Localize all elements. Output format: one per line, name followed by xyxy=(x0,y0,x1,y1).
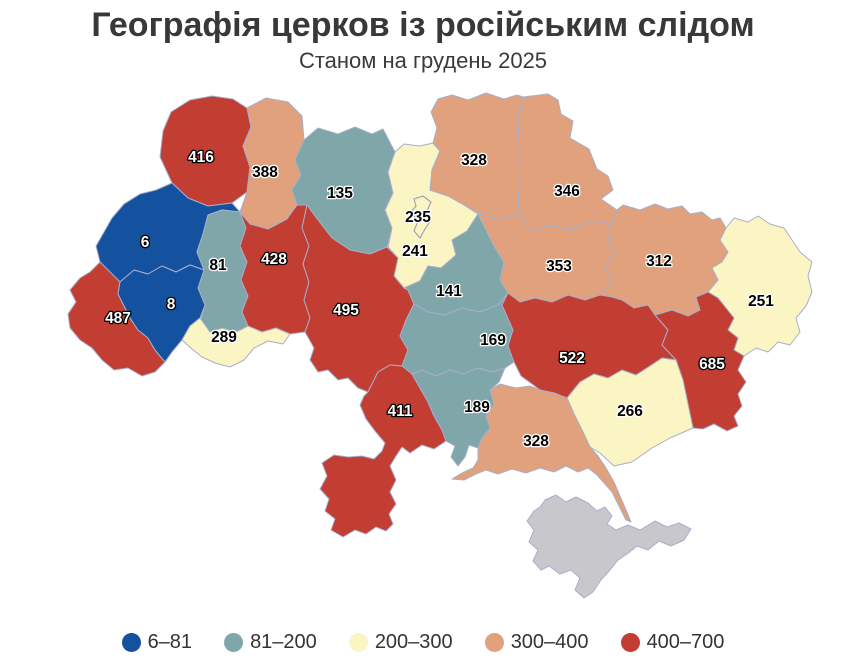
legend-label: 400–700 xyxy=(646,631,725,653)
region-zaporizhzhia xyxy=(566,357,694,467)
region-value-label: 328 xyxy=(523,433,549,450)
region-chernivtsi xyxy=(181,317,291,368)
legend-label: 6–81 xyxy=(147,631,193,653)
legend-item-3: 200–300 xyxy=(348,631,453,654)
region-value-label: 312 xyxy=(646,253,672,270)
region-value-label: 266 xyxy=(617,403,643,420)
region-value-label: 251 xyxy=(748,293,774,310)
legend: 6–81 81–200 200–300 300–400 400–700 xyxy=(0,631,846,654)
legend-swatch-blue xyxy=(121,633,141,652)
page-subtitle: Станом на грудень 2025 xyxy=(298,48,548,74)
region-value-label: 289 xyxy=(211,329,237,346)
region-value-label: 135 xyxy=(327,185,353,202)
legend-label: 300–400 xyxy=(510,631,589,653)
legend-swatch-salmon xyxy=(484,633,504,652)
region-value-label: 416 xyxy=(188,149,214,166)
region-value-label: 8 xyxy=(167,296,176,313)
region-value-label: 522 xyxy=(559,350,585,367)
region-kyiv-city xyxy=(410,195,432,239)
region-value-label: 241 xyxy=(402,243,428,260)
region-kherson xyxy=(451,383,632,523)
region-value-label: 411 xyxy=(387,403,412,420)
title-block: Географія церков із російським слідом Ст… xyxy=(0,0,846,74)
region-luhansk xyxy=(707,215,813,357)
region-value-label: 6 xyxy=(141,234,150,251)
region-sumy xyxy=(517,93,618,231)
legend-item-1: 6–81 xyxy=(121,631,193,654)
region-value-label: 487 xyxy=(105,310,131,327)
region-value-label: 428 xyxy=(261,251,287,268)
region-value-label: 328 xyxy=(461,152,487,169)
region-value-label: 81 xyxy=(209,257,227,274)
region-value-label: 353 xyxy=(546,258,572,275)
region-value-label: 189 xyxy=(464,399,490,416)
region-value-label: 495 xyxy=(333,302,359,319)
region-value-label: 388 xyxy=(252,164,278,181)
legend-swatch-red xyxy=(620,633,640,652)
region-value-label: 235 xyxy=(405,209,431,226)
legend-label: 200–300 xyxy=(374,631,453,653)
region-value-label: 685 xyxy=(699,356,725,373)
legend-label: 81–200 xyxy=(250,631,317,653)
legend-item-5: 400–700 xyxy=(620,631,725,654)
legend-item-2: 81–200 xyxy=(224,631,317,654)
page-title: Географія церков із російським слідом xyxy=(91,6,755,44)
region-crimea xyxy=(526,494,692,599)
legend-item-4: 300–400 xyxy=(484,631,589,654)
region-value-label: 141 xyxy=(436,283,462,300)
legend-swatch-teal xyxy=(224,633,244,652)
legend-swatch-yellow xyxy=(348,633,368,652)
region-value-label: 346 xyxy=(554,183,580,200)
region-value-label: 169 xyxy=(480,332,506,349)
